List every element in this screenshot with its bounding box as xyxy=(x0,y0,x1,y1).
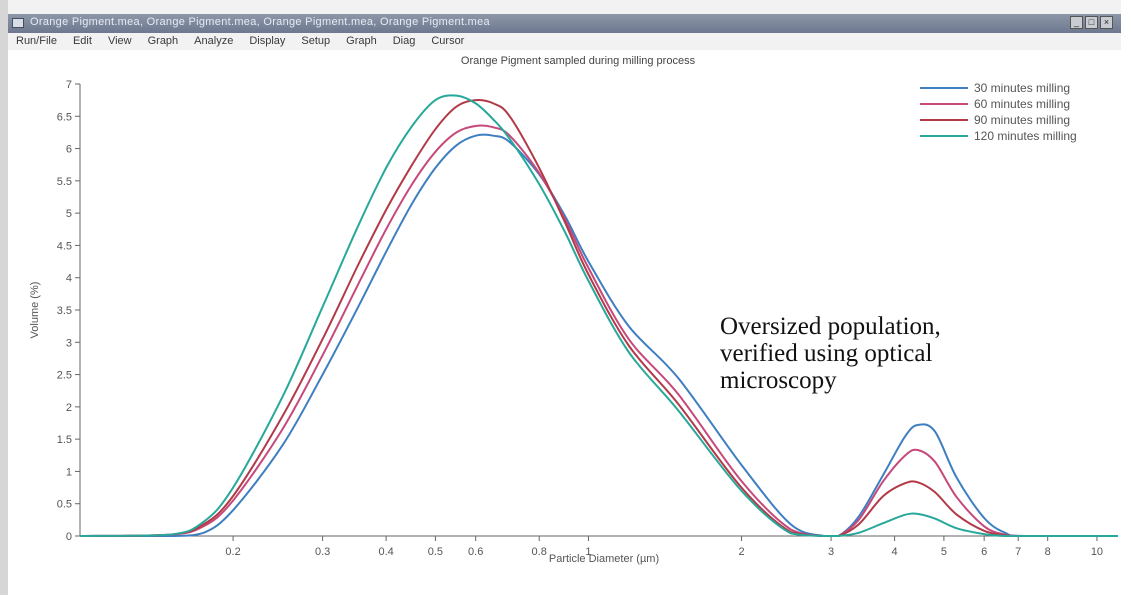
window-title: Orange Pigment.mea, Orange Pigment.mea, … xyxy=(30,16,490,28)
x-tick-label: 0.3 xyxy=(315,546,330,558)
y-tick-label: 5 xyxy=(66,208,72,220)
series-line-1 xyxy=(80,133,1118,538)
series-line-2 xyxy=(79,124,1118,538)
x-tick-label: 5 xyxy=(941,546,947,558)
x-tick-label: 0.2 xyxy=(225,546,240,558)
y-tick-label: 5.5 xyxy=(57,176,72,188)
window-controls: _ □ × xyxy=(1070,16,1113,29)
menu-item-analyze[interactable]: Analyze xyxy=(194,35,234,47)
menu-item-graph-2[interactable]: Graph xyxy=(346,35,377,47)
y-tick-label: 0.5 xyxy=(57,499,72,511)
series-lines xyxy=(79,94,1118,538)
menu-item-display[interactable]: Display xyxy=(249,35,286,47)
y-tick-label: 0 xyxy=(66,531,72,543)
legend-label: 120 minutes milling xyxy=(974,129,1077,143)
annotation-line-3: microscopy xyxy=(720,367,837,394)
x-tick-label: 6 xyxy=(981,546,987,558)
x-tick-label: 0.8 xyxy=(532,546,547,558)
particle-size-chart: Orange Pigment sampled during milling pr… xyxy=(8,50,1121,595)
legend-label: 60 minutes milling xyxy=(974,97,1070,111)
minimize-button[interactable]: _ xyxy=(1070,16,1083,29)
x-tick-label: 8 xyxy=(1045,546,1051,558)
title-bar[interactable]: Orange Pigment.mea, Orange Pigment.mea, … xyxy=(8,14,1121,33)
x-tick-label: 3 xyxy=(828,546,834,558)
chart-background xyxy=(8,50,1121,595)
menu-item-cursor[interactable]: Cursor xyxy=(431,35,465,47)
legend-label: 90 minutes milling xyxy=(974,113,1070,127)
chart-title: Orange Pigment sampled during milling pr… xyxy=(461,55,696,67)
x-tick-label: 0.5 xyxy=(428,546,443,558)
legend: 30 minutes milling 60 minutes milling 90 m… xyxy=(920,81,1077,143)
y-tick-label: 6 xyxy=(66,144,72,156)
y-tick-label: 6.5 xyxy=(57,111,72,123)
x-tick-label: 2 xyxy=(738,546,744,558)
window-left-edge xyxy=(0,0,8,595)
menu-item-run-file[interactable]: Run/File xyxy=(16,35,57,47)
menu-item-edit[interactable]: Edit xyxy=(72,35,92,47)
y-tick-label: 1.5 xyxy=(57,434,72,446)
x-tick-label: 10 xyxy=(1091,546,1103,558)
y-tick-label: 1 xyxy=(66,466,72,478)
annotation-line-2: verified using optical xyxy=(720,340,932,367)
series-line-4 xyxy=(79,94,1118,538)
x-tick-label: 7 xyxy=(1015,546,1021,558)
y-tick-label: 2 xyxy=(66,402,72,414)
y-tick-label: 4.5 xyxy=(57,240,72,252)
y-tick-label: 3 xyxy=(66,337,72,349)
x-tick-label: 0.4 xyxy=(378,546,393,558)
maximize-button[interactable]: □ xyxy=(1085,16,1098,29)
y-tick-label: 3.5 xyxy=(57,305,72,317)
annotation: Oversized population, verified using opt… xyxy=(720,313,941,394)
app-icon[interactable] xyxy=(12,18,24,28)
x-ticks: 0.2 0.3 0.4 0.5 0.6 0.8 1 2 3 4 5 6 7 8 10 xyxy=(225,536,1103,558)
menu-item-setup[interactable]: Setup xyxy=(301,35,331,47)
y-ticks: 0 0.5 1 1.5 2 2.5 3 3.5 4 4.5 5 5.5 6 6.5 7 xyxy=(57,79,80,543)
menu-bar: Run/File Edit View Graph Analyze Display… xyxy=(8,34,1121,50)
x-tick-label: 1 xyxy=(585,546,591,558)
x-axis-title: Particle Diameter (µm) xyxy=(549,553,659,565)
y-tick-label: 2.5 xyxy=(57,370,72,382)
annotation-line-1: Oversized population, xyxy=(720,313,941,340)
x-tick-label: 4 xyxy=(892,546,898,558)
y-tick-label: 7 xyxy=(66,79,72,91)
series-line-3 xyxy=(79,98,1118,538)
y-axis-title: Volume (%) xyxy=(29,282,41,339)
y-tick-label: 4 xyxy=(66,273,72,285)
legend-label: 30 minutes milling xyxy=(974,81,1070,95)
menu-item-diag[interactable]: Diag xyxy=(392,35,416,47)
menu-item-graph[interactable]: Graph xyxy=(147,35,179,47)
close-button[interactable]: × xyxy=(1100,16,1113,29)
menu-item-view[interactable]: View xyxy=(107,35,132,47)
x-tick-label: 0.6 xyxy=(468,546,483,558)
